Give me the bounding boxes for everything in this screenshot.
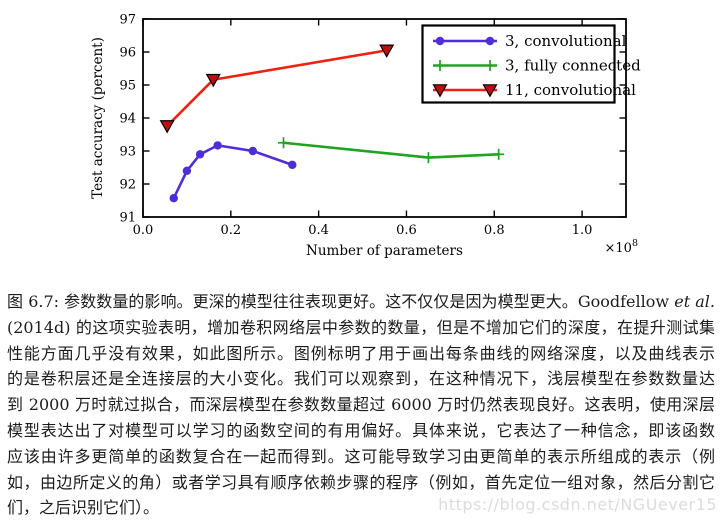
x-tick-label: 1.0	[572, 223, 593, 238]
figure-caption: 图 6.7: 参数数量的影响。更深的模型往往表现更好。这不仅仅是因为模型更大。G…	[7, 289, 715, 521]
figure-6-7-chart: 0.0 0.2 0.4 0.6 0.8 1.0 91 92 93 94 95 96 97 Number o…	[90, 13, 641, 260]
caption-line-8: 如，由边所定义的角）或者学习具有顺序依赖步骤的程序（例如，首先定位一组对象，然后…	[7, 472, 715, 492]
series-line	[165, 49, 388, 128]
triangle-down-marker	[432, 84, 448, 98]
y-tick-label: 93	[119, 145, 136, 160]
circle-marker	[435, 36, 445, 46]
caption-line-7: 应该由许多更简单的函数复合在一起而得到。这可能导致学习由更简单的表示所组成的表示…	[7, 446, 715, 466]
caption-line-4: 的是卷积层还是全连接层的大小变化。我们可以观察到，在这种情况下，浅层模型在参数数…	[7, 369, 715, 389]
caption-line-6: 模型表达出了对模型可以学习的函数空间的有用偏好。具体来说，它表达了一种信念，即该…	[7, 420, 715, 440]
y-axis-label: Test accuracy (percent)	[90, 37, 106, 199]
caption-line-5: 到 2000 万时就过拟合，而深层模型在参数数量超过 6000 万时仍然表现良好…	[7, 395, 715, 415]
triangle-down-marker	[379, 44, 395, 58]
x-tick-label: 0.8	[484, 223, 505, 238]
legend-label: 11, convolutional	[505, 81, 636, 99]
y-tick-label: 94	[119, 112, 136, 127]
circle-marker	[195, 150, 205, 159]
circle-marker	[248, 146, 257, 156]
caption-line-2: (2014d) 的这项实验表明，增加卷积网络层中参数的数量，但是不增加它们的深度…	[7, 317, 715, 337]
x-tick-label: 0.4	[308, 223, 329, 238]
watermark: https://blog.csdn.net/NGUever15	[438, 495, 717, 514]
legend: 3, convolutional 3, fully connected 11, co…	[421, 24, 641, 104]
circle-marker	[182, 166, 192, 175]
caption-line-9: 们，之后识别它们）。	[7, 498, 160, 518]
caption-line-1: 图 6.7: 参数数量的影响。更深的模型往往表现更好。这不仅仅是因为模型更大。G…	[7, 289, 715, 315]
circle-marker	[485, 36, 495, 46]
series-11-convolutional	[159, 44, 395, 134]
y-tick-label: 92	[119, 178, 136, 193]
caption-line-1-text: 图 6.7: 参数数量的影响。更深的模型往往表现更好。这不仅仅是因为模型更大。G…	[7, 292, 675, 311]
x-axis-label: Number of parameters	[306, 243, 463, 259]
y-tick-label: 96	[119, 46, 136, 61]
legend-label: 3, fully connected	[505, 57, 641, 75]
legend-label: 3, convolutional	[505, 32, 627, 50]
x-tick-label: 0.2	[220, 223, 241, 238]
y-tick-label: 95	[119, 79, 136, 94]
x-axis-scale-label: ×108	[605, 238, 638, 256]
triangle-down-marker	[159, 120, 175, 134]
triangle-down-marker	[482, 84, 498, 98]
x-tick-label: 0.6	[396, 223, 417, 238]
caption-et-al: et al.	[674, 292, 715, 311]
series-3-convolutional	[169, 141, 297, 203]
series-3-fully-connected	[278, 137, 505, 164]
circle-marker	[169, 193, 178, 203]
caption-line-3: 性能方面几乎没有效果，如此图所示。图例标明了用于画出每条曲线的网络深度，以及曲线…	[7, 343, 715, 363]
circle-marker	[288, 160, 297, 170]
series-line	[172, 144, 294, 200]
series-line	[282, 141, 500, 159]
circle-marker	[213, 141, 222, 150]
y-tick-label: 91	[119, 211, 136, 226]
axes: 0.0 0.2 0.4 0.6 0.8 1.0 91 92 93 94 95 96 97 Number o…	[90, 13, 638, 260]
y-tick-label: 97	[119, 13, 136, 28]
x-tick-label: 0.0	[133, 223, 154, 238]
triangle-down-marker	[205, 73, 221, 88]
